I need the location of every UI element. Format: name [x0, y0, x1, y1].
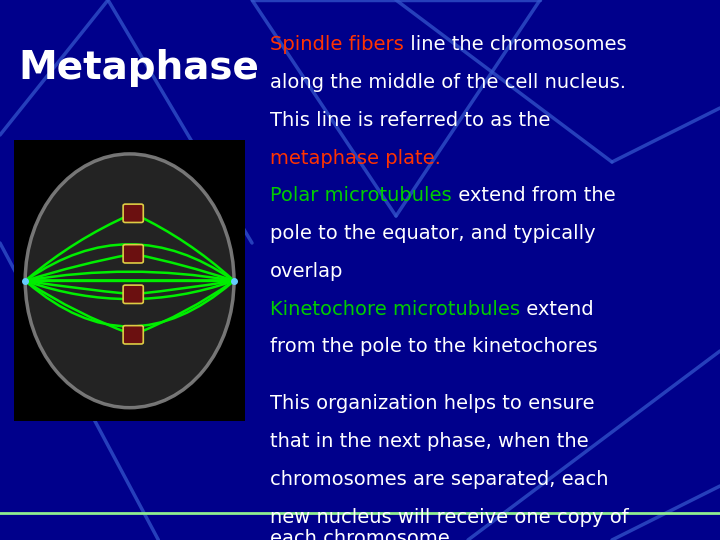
FancyBboxPatch shape [123, 204, 143, 222]
FancyBboxPatch shape [123, 326, 143, 344]
FancyBboxPatch shape [123, 245, 143, 263]
Bar [14, 140, 245, 421]
Ellipse shape [25, 154, 234, 408]
Text: This line is referred to as the: This line is referred to as the [270, 111, 550, 130]
Text: overlap: overlap [270, 262, 343, 281]
Text: pole to the equator, and typically: pole to the equator, and typically [270, 224, 595, 243]
Text: Kinetochore microtubules: Kinetochore microtubules [270, 300, 520, 319]
Text: from the pole to the kinetochores: from the pole to the kinetochores [270, 338, 598, 356]
Text: Spindle fibers: Spindle fibers [270, 35, 404, 54]
Text: each chromosome.: each chromosome. [270, 529, 456, 540]
Text: metaphase plate.: metaphase plate. [270, 148, 441, 167]
Text: chromosomes are separated, each: chromosomes are separated, each [270, 470, 608, 489]
FancyBboxPatch shape [123, 285, 143, 303]
Text: new nucleus will receive one copy of: new nucleus will receive one copy of [270, 508, 629, 526]
Text: line the chromosomes: line the chromosomes [404, 35, 626, 54]
Text: that in the next phase, when the: that in the next phase, when the [270, 432, 589, 451]
Text: This organization helps to ensure: This organization helps to ensure [270, 394, 595, 413]
Text: Polar microtubules: Polar microtubules [270, 186, 451, 205]
Text: along the middle of the cell nucleus.: along the middle of the cell nucleus. [270, 73, 626, 92]
Text: extend from the: extend from the [451, 186, 616, 205]
Text: Metaphase: Metaphase [18, 49, 259, 86]
Text: extend: extend [520, 300, 593, 319]
